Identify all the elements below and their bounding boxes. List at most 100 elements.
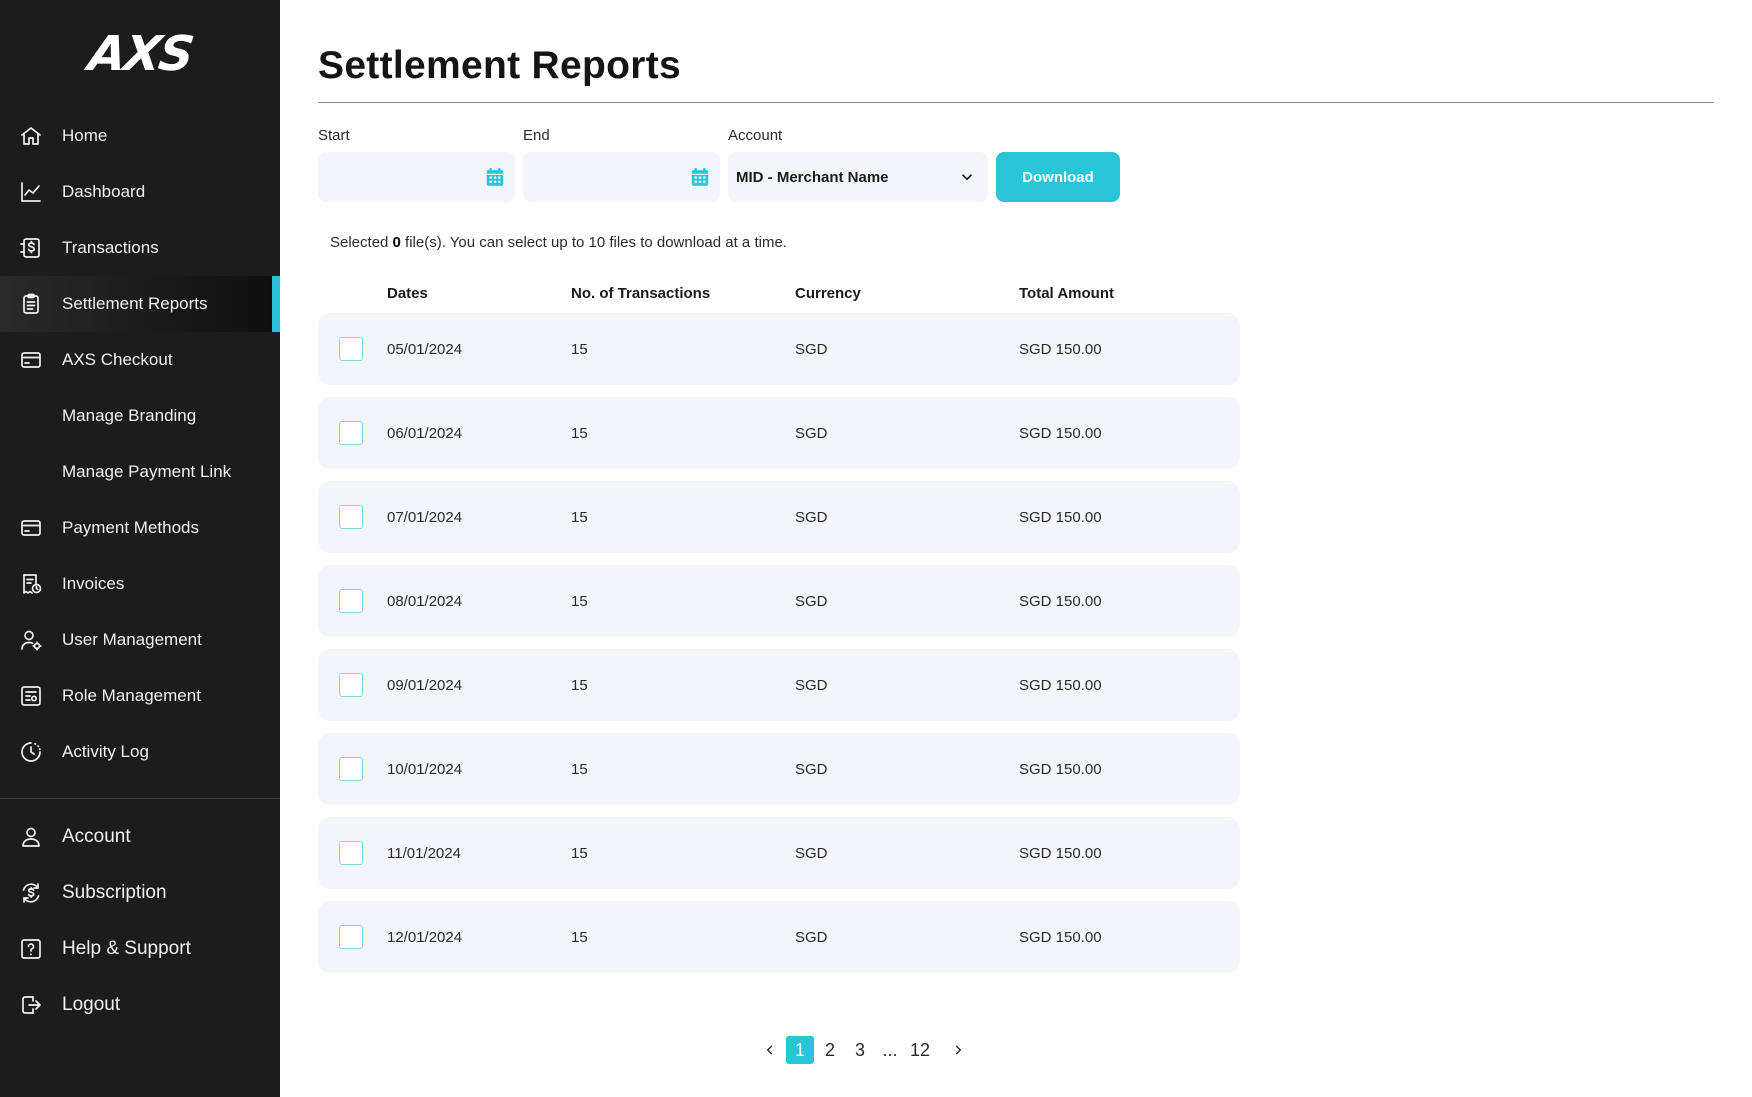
cell-total-amount: SGD 150.00 (1019, 760, 1102, 778)
start-date-input[interactable] (318, 152, 515, 202)
cell-transactions: 15 (571, 424, 588, 442)
sidebar-item-transactions[interactable]: Transactions (0, 220, 280, 276)
cell-total-amount: SGD 150.00 (1019, 340, 1102, 358)
clock-icon (18, 739, 44, 765)
table-row[interactable]: 12/01/2024 15 SGD SGD 150.00 (318, 901, 1240, 973)
cell-currency: SGD (795, 340, 828, 358)
row-checkbox[interactable] (339, 505, 363, 529)
cell-transactions: 15 (571, 592, 588, 610)
account-field: Account MID - Merchant Name (728, 127, 988, 202)
selection-prefix: Selected (330, 234, 393, 251)
invoice-icon (18, 571, 44, 597)
cell-currency: SGD (795, 424, 828, 442)
next-page-button[interactable] (944, 1036, 972, 1064)
end-date-field: End (523, 127, 720, 202)
axs-logo[interactable]: AXS (0, 0, 280, 108)
sidebar-item-home[interactable]: Home (0, 108, 280, 164)
cell-date: 08/01/2024 (387, 592, 463, 610)
filter-bar: Start End Account MID - Merchant Name (318, 127, 1732, 202)
row-checkbox[interactable] (339, 673, 363, 697)
sidebar-item-label: Logout (62, 994, 121, 1015)
cell-date: 09/01/2024 (387, 676, 463, 694)
sidebar-item-manage-branding[interactable]: Manage Branding (0, 388, 280, 444)
sidebar-item-label: Help & Support (62, 938, 191, 959)
logout-icon (18, 992, 44, 1018)
sidebar-item-dashboard[interactable]: Dashboard (0, 164, 280, 220)
end-date-input[interactable] (523, 152, 720, 202)
row-checkbox[interactable] (339, 589, 363, 613)
page-button-2[interactable]: 2 (824, 1039, 835, 1060)
sidebar-item-logout[interactable]: Logout (0, 977, 280, 1033)
sidebar-item-invoices[interactable]: Invoices (0, 556, 280, 612)
clipboard-icon (18, 291, 44, 317)
account-label: Account (728, 127, 783, 144)
sidebar-item-axs-checkout[interactable]: AXS Checkout (0, 332, 280, 388)
page-ellipsis: ... (882, 1039, 898, 1060)
table-row[interactable]: 06/01/2024 15 SGD SGD 150.00 (318, 397, 1240, 469)
row-checkbox[interactable] (339, 925, 363, 949)
table-row[interactable]: 08/01/2024 15 SGD SGD 150.00 (318, 565, 1240, 637)
sidebar-item-account[interactable]: Account (0, 809, 280, 865)
row-checkbox[interactable] (339, 337, 363, 361)
chevron-down-icon (961, 174, 973, 181)
user-gear-icon (18, 627, 44, 653)
table-row[interactable]: 07/01/2024 15 SGD SGD 150.00 (318, 481, 1240, 553)
cell-currency: SGD (795, 592, 828, 610)
sidebar-divider (0, 798, 280, 799)
sidebar-item-label: User Management (62, 630, 202, 649)
cell-currency: SGD (795, 760, 828, 778)
calendar-icon[interactable] (689, 166, 711, 188)
page-button-1[interactable]: 1 (786, 1036, 814, 1064)
page-button-12[interactable]: 12 (909, 1039, 931, 1060)
cell-currency: SGD (795, 508, 828, 526)
sidebar-item-payment-methods[interactable]: Payment Methods (0, 500, 280, 556)
sidebar-nav: Home Dashboard Transactions Settlement R… (0, 108, 280, 780)
logo-text: AXS (84, 26, 196, 82)
calendar-icon[interactable] (484, 166, 506, 188)
sidebar-item-label: Role Management (62, 686, 201, 705)
table-header: Dates No. of Transactions Currency Total… (318, 273, 1240, 313)
column-header-transactions: No. of Transactions (571, 284, 711, 302)
pagination-controls: 1 2 3 ... 12 (756, 1036, 974, 1064)
sidebar-item-role-management[interactable]: Role Management (0, 668, 280, 724)
start-date-field: Start (318, 127, 515, 202)
card-icon (18, 515, 44, 541)
column-header-total-amount: Total Amount (1019, 284, 1114, 302)
sidebar-item-label: Settlement Reports (62, 294, 208, 313)
page-title: Settlement Reports (318, 44, 1714, 103)
cell-date: 06/01/2024 (387, 424, 463, 442)
page-button-3[interactable]: 3 (854, 1039, 865, 1060)
table-row[interactable]: 10/01/2024 15 SGD SGD 150.00 (318, 733, 1240, 805)
sidebar-item-help-support[interactable]: Help & Support (0, 921, 280, 977)
sidebar-item-label: Manage Payment Link (62, 462, 232, 481)
user-icon (18, 824, 44, 850)
account-select-value: MID - Merchant Name (736, 168, 889, 186)
selection-count: 0 (392, 234, 401, 251)
cell-transactions: 15 (571, 928, 588, 946)
sidebar-item-label: Manage Branding (62, 406, 197, 425)
cell-date: 07/01/2024 (387, 508, 463, 526)
sidebar-item-label: Account (62, 826, 131, 847)
sidebar-item-user-management[interactable]: User Management (0, 612, 280, 668)
row-checkbox[interactable] (339, 841, 363, 865)
table-row[interactable]: 11/01/2024 15 SGD SGD 150.00 (318, 817, 1240, 889)
subscription-icon (18, 880, 44, 906)
row-checkbox[interactable] (339, 757, 363, 781)
selection-suffix: file(s). You can select up to 10 files t… (400, 234, 787, 251)
chart-icon (18, 179, 44, 205)
table-row[interactable]: 05/01/2024 15 SGD SGD 150.00 (318, 313, 1240, 385)
sidebar-item-label: AXS Checkout (62, 350, 173, 369)
account-select[interactable]: MID - Merchant Name (728, 152, 988, 202)
row-checkbox[interactable] (339, 421, 363, 445)
cell-total-amount: SGD 150.00 (1019, 928, 1102, 946)
table-row[interactable]: 09/01/2024 15 SGD SGD 150.00 (318, 649, 1240, 721)
sidebar-item-subscription[interactable]: Subscription (0, 865, 280, 921)
download-button[interactable]: Download (996, 152, 1120, 202)
cell-total-amount: SGD 150.00 (1019, 592, 1102, 610)
sidebar-item-label: Invoices (62, 574, 125, 593)
previous-page-button[interactable] (756, 1036, 784, 1064)
sidebar-item-settlement-reports[interactable]: Settlement Reports (0, 276, 280, 332)
selection-note: Selected 0 file(s). You can select up to… (330, 234, 1732, 251)
sidebar-item-manage-payment-link[interactable]: Manage Payment Link (0, 444, 280, 500)
sidebar-item-activity-log[interactable]: Activity Log (0, 724, 280, 780)
